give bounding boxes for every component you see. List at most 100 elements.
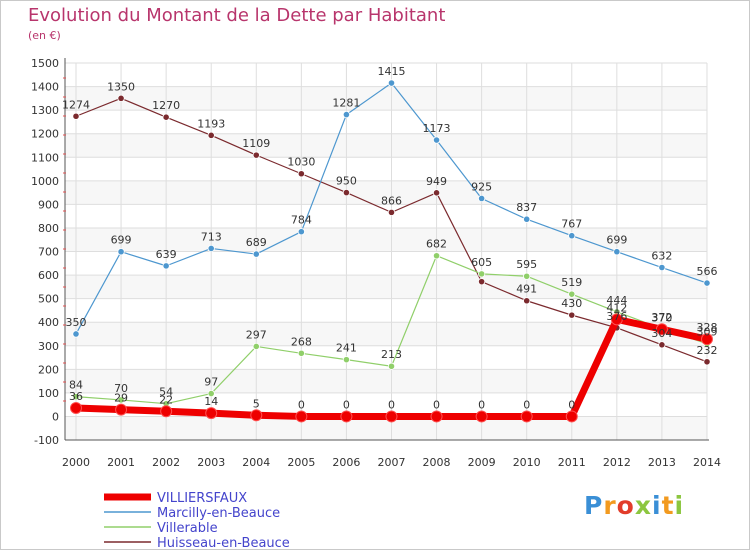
data-label: 699 bbox=[606, 234, 627, 247]
data-point bbox=[520, 410, 533, 423]
data-label: 328 bbox=[696, 321, 717, 334]
data-point bbox=[72, 330, 80, 338]
data-point bbox=[432, 136, 441, 144]
data-label: 309 bbox=[696, 326, 717, 339]
x-tick-label: 2000 bbox=[62, 456, 90, 469]
data-label: 1270 bbox=[152, 99, 180, 112]
data-label: 1274 bbox=[62, 98, 90, 111]
data-point bbox=[340, 410, 353, 423]
data-point bbox=[565, 410, 578, 423]
data-point bbox=[613, 248, 621, 256]
data-point bbox=[252, 151, 260, 159]
chart-subtitle: (en €) bbox=[28, 29, 61, 42]
data-label: 54 bbox=[159, 386, 173, 399]
y-tick-label: 300 bbox=[38, 340, 59, 353]
data-point bbox=[205, 407, 218, 420]
data-point bbox=[342, 188, 351, 197]
data-label: 689 bbox=[246, 236, 267, 249]
data-label: 444 bbox=[606, 294, 627, 307]
data-label: 713 bbox=[201, 230, 222, 243]
data-point bbox=[478, 194, 486, 203]
data-point bbox=[387, 362, 396, 370]
y-tick-label: 0 bbox=[52, 410, 59, 423]
data-label: 767 bbox=[561, 218, 582, 231]
data-label: 29 bbox=[114, 392, 128, 405]
plot-band bbox=[65, 133, 707, 158]
x-tick-label: 2011 bbox=[558, 456, 586, 469]
data-label: 370 bbox=[651, 311, 672, 324]
y-tick-label: 200 bbox=[38, 363, 59, 376]
plot-band bbox=[65, 86, 707, 111]
chart-title: Evolution du Montant de la Dette par Hab… bbox=[28, 5, 446, 26]
data-label: 837 bbox=[516, 201, 537, 214]
data-point bbox=[72, 393, 80, 401]
data-label: 682 bbox=[426, 238, 447, 251]
legend-label: Marcilly-en-Beauce bbox=[157, 506, 280, 521]
data-point bbox=[72, 112, 80, 120]
logo-letter: i bbox=[674, 491, 685, 520]
data-point bbox=[387, 208, 396, 216]
data-label: 784 bbox=[291, 214, 312, 227]
data-point bbox=[385, 410, 398, 423]
data-label: 70 bbox=[114, 382, 128, 395]
data-label: 36 bbox=[69, 390, 83, 403]
data-point bbox=[703, 279, 711, 287]
data-point bbox=[115, 403, 128, 416]
y-tick-label: 1100 bbox=[31, 151, 59, 164]
y-tick-label: 500 bbox=[38, 293, 59, 306]
data-label: 84 bbox=[69, 379, 83, 392]
data-point bbox=[568, 290, 576, 298]
data-label: 213 bbox=[381, 348, 402, 361]
data-label: 430 bbox=[561, 297, 582, 310]
data-label: 1109 bbox=[242, 137, 270, 150]
x-tick-label: 2004 bbox=[242, 456, 270, 469]
data-label: 0 bbox=[343, 398, 350, 411]
legend-label: VILLIERSFAUX bbox=[157, 491, 247, 506]
data-point bbox=[568, 311, 576, 319]
logo-letter: x bbox=[634, 491, 652, 520]
data-point bbox=[387, 79, 396, 87]
data-label: 297 bbox=[246, 328, 267, 341]
data-point bbox=[523, 215, 531, 223]
data-point bbox=[297, 228, 305, 236]
data-label: 950 bbox=[336, 175, 357, 188]
data-point bbox=[475, 410, 488, 423]
data-label: 241 bbox=[336, 342, 357, 355]
data-label: 491 bbox=[516, 283, 537, 296]
x-tick-label: 2010 bbox=[513, 456, 541, 469]
data-label: 595 bbox=[516, 258, 537, 271]
data-label: 699 bbox=[111, 234, 132, 247]
plot-band bbox=[65, 180, 707, 205]
data-label: 1281 bbox=[332, 97, 360, 110]
data-label: 519 bbox=[561, 276, 582, 289]
data-point bbox=[70, 401, 82, 414]
data-point bbox=[478, 270, 486, 278]
plot-band bbox=[65, 275, 707, 299]
data-point bbox=[523, 272, 531, 280]
data-label: 232 bbox=[696, 344, 717, 357]
y-tick-label: 100 bbox=[38, 387, 59, 400]
logo-letter: i bbox=[652, 491, 662, 520]
data-point bbox=[478, 278, 486, 286]
data-point bbox=[295, 410, 308, 423]
data-label: 22 bbox=[159, 393, 173, 406]
data-point bbox=[207, 389, 215, 398]
logo-letter: P bbox=[584, 491, 604, 520]
data-label: 268 bbox=[291, 335, 312, 348]
y-tick-label: 700 bbox=[38, 246, 59, 259]
plot-band bbox=[65, 322, 707, 346]
plot-band bbox=[65, 369, 707, 393]
data-label: 1173 bbox=[423, 122, 451, 135]
data-label: 605 bbox=[471, 256, 492, 269]
data-point bbox=[700, 333, 713, 346]
data-label: 632 bbox=[651, 250, 672, 263]
data-label: 412 bbox=[606, 301, 627, 314]
data-label: 566 bbox=[696, 265, 717, 278]
x-tick-label: 2012 bbox=[603, 456, 631, 469]
logo-letter: r bbox=[603, 491, 617, 520]
data-point bbox=[297, 170, 305, 178]
data-point bbox=[342, 356, 351, 364]
y-tick-label: 400 bbox=[38, 316, 59, 329]
